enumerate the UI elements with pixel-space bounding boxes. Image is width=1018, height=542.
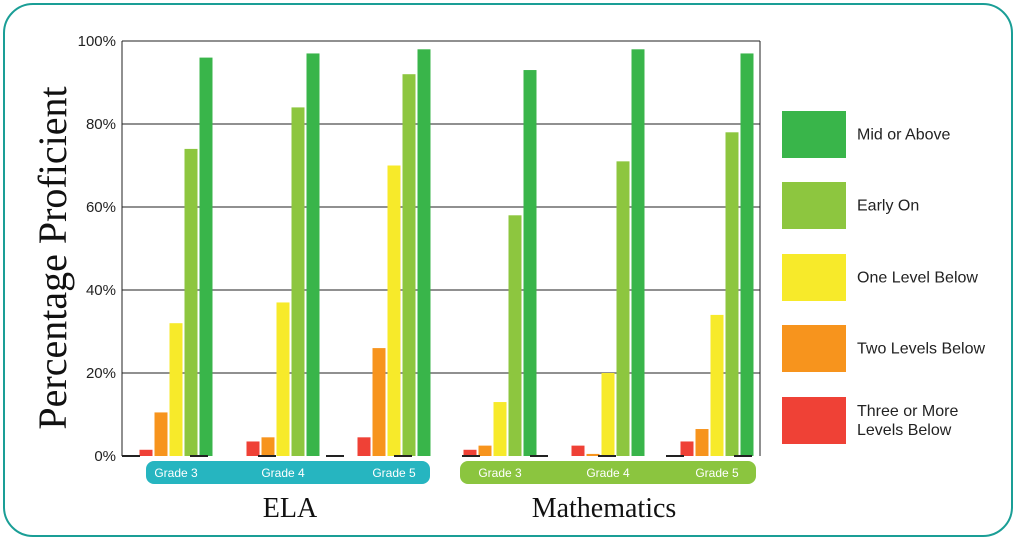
y-tick-label: 80% — [86, 116, 116, 133]
legend-label: Mid or Above — [857, 127, 950, 144]
bar — [291, 107, 305, 457]
group-labels: ELA Mathematics — [263, 493, 677, 524]
y-tick-label: 40% — [86, 282, 116, 299]
bar — [463, 449, 477, 456]
legend-label: Two Levels Below — [857, 341, 986, 358]
y-tick-label: 0% — [94, 448, 116, 465]
bar — [184, 148, 198, 456]
bar — [508, 215, 522, 456]
x-tick-label: Grade 4 — [261, 466, 305, 480]
legend-label: Three or More Levels Below — [857, 403, 958, 439]
category-pill — [460, 461, 756, 484]
bar — [710, 314, 724, 456]
bar — [357, 437, 371, 456]
x-tick-label: Grade 4 — [586, 466, 630, 480]
bar — [601, 373, 615, 456]
legend-label: One Level Below — [857, 270, 978, 287]
bar — [139, 449, 153, 456]
legend-swatch — [782, 254, 846, 301]
bar — [493, 402, 507, 456]
x-tick-label: Grade 5 — [695, 466, 739, 480]
bar — [372, 348, 386, 456]
bar — [725, 132, 739, 457]
bar — [586, 453, 600, 456]
legend-swatch — [782, 182, 846, 229]
y-axis-label: Percentage Proficient — [30, 86, 75, 429]
chart-frame — [3, 3, 1013, 537]
bar — [478, 445, 492, 456]
y-tick-labels: 0% 20% 40% 60% 80% 100% — [78, 33, 116, 465]
gridlines — [121, 40, 761, 456]
bar — [740, 53, 754, 456]
bar — [402, 74, 416, 456]
bar — [276, 302, 290, 456]
bar — [169, 323, 183, 456]
bar — [154, 412, 168, 456]
bars — [139, 49, 754, 457]
y-tick-label: 20% — [86, 365, 116, 382]
bar — [695, 429, 709, 456]
x-tick-label: Grade 5 — [372, 466, 416, 480]
bar — [523, 70, 537, 457]
bar — [571, 445, 585, 456]
legend: Mid or Above Early On One Level Below Two L… — [782, 111, 986, 444]
x-tick-label: Grade 3 — [478, 466, 522, 480]
bar — [387, 165, 401, 456]
bar — [199, 57, 213, 456]
group-label: Mathematics — [532, 493, 677, 524]
y-tick-label: 100% — [78, 33, 116, 50]
legend-label: Early On — [857, 198, 919, 215]
bar — [417, 49, 431, 457]
category-pill — [146, 461, 430, 484]
category-pills: Grade 3 Grade 4 Grade 5 Grade 3 Grade 4 Grade… — [146, 461, 756, 484]
group-label: ELA — [263, 493, 318, 524]
legend-swatch — [782, 325, 846, 372]
bar — [246, 441, 260, 456]
bar — [631, 49, 645, 457]
legend-swatch — [782, 111, 846, 158]
bar — [680, 441, 694, 456]
y-tick-label: 60% — [86, 199, 116, 216]
bar — [306, 53, 320, 456]
legend-swatch — [782, 397, 846, 444]
bar — [616, 161, 630, 456]
x-tick-label: Grade 3 — [154, 466, 198, 480]
bar — [261, 437, 275, 456]
